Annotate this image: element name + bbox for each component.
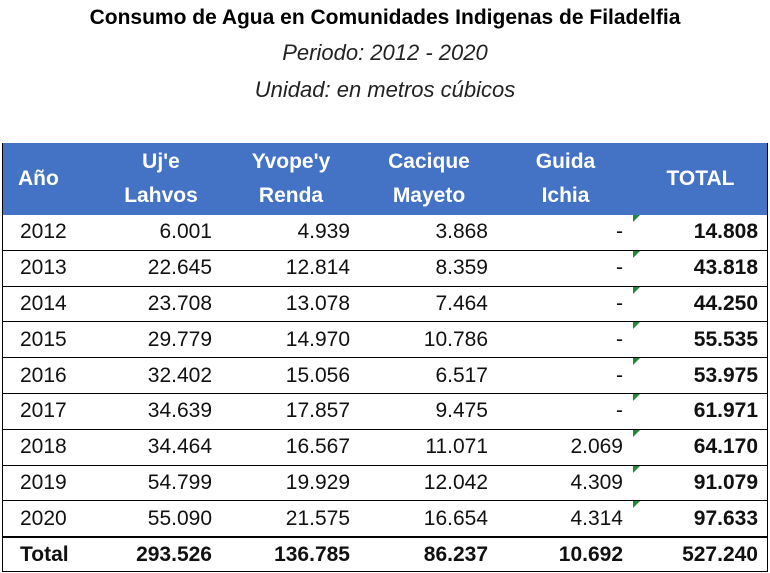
total-cell: 527.240 [633,536,768,573]
header-line: Renda [258,184,324,207]
value-cell: 55.090 [100,500,222,538]
column-header: Yvope'y Renda [222,143,360,215]
value-cell: 64.170 [633,429,768,466]
value-cell: 97.633 [633,500,768,538]
column-header: TOTAL [633,143,768,215]
column-header: Uj'e Lahvos [100,143,222,215]
year-cell: 2019 [2,465,100,502]
value-cell: 15.056 [222,357,360,394]
table-row: 2014 23.708 13.078 7.464-44.250 [2,286,768,323]
year-cell: 2016 [2,357,100,394]
year-cell: 2014 [2,286,100,323]
subtitle: Periodo: 2012 - 2020 [282,40,488,65]
total-cell: 10.692 [498,536,633,573]
table-row: 2018 34.464 16.567 11.071 2.069 64.170 [2,429,768,466]
value-cell: 11.071 [360,429,498,466]
table-row: 2020 55.090 21.575 16.654 4.314 97.633 [2,500,768,538]
title: Consumo de Agua en Comunidades Indigenas… [89,6,681,29]
value-cell: 4.939 [222,215,360,251]
total-cell: 86.237 [360,536,498,573]
header-line: Año [18,167,59,190]
value-cell: 4.314 [498,500,633,538]
value-cell: - [498,250,633,287]
value-cell: 10.786 [360,321,498,359]
value-cell: - [498,357,633,394]
table-row: 2016 32.402 15.056 6.517-53.975 [2,357,768,394]
value-cell: 32.402 [100,357,222,394]
header-line: Ichia [541,184,590,207]
year-cell: 2012 [2,215,100,251]
table-row: 2012 6.001 4.939 3.868-14.808 [2,215,768,251]
value-cell: 6.517 [360,357,498,394]
header-line: Guida [535,150,596,173]
total-cell: 136.785 [222,536,360,573]
value-cell: - [498,215,633,251]
table-body: 2012 6.001 4.939 3.868-14.808 2013 22.645 12.8… [2,215,768,573]
value-cell: 34.464 [100,429,222,466]
header-row: Año Uj'e Lahvos Yvope'y Renda Cacique Mayeto Gu… [2,143,768,215]
value-cell: 2.069 [498,429,633,466]
column-header: Guida Ichia [498,143,633,215]
value-cell: 8.359 [360,250,498,287]
value-cell: 14.808 [633,215,768,251]
table-row: 2013 22.645 12.814 8.359-43.818 [2,250,768,287]
year-cell: 2015 [2,321,100,359]
value-cell: - [498,321,633,359]
data-table: Año Uj'e Lahvos Yvope'y Renda Cacique Mayeto Gu… [2,143,768,573]
value-cell: 34.639 [100,393,222,430]
value-cell: 6.001 [100,215,222,251]
value-cell: 53.975 [633,357,768,394]
total-cell: 293.526 [100,536,222,573]
value-cell: 22.645 [100,250,222,287]
value-cell: 16.654 [360,500,498,538]
value-cell: 12.814 [222,250,360,287]
value-cell: 17.857 [222,393,360,430]
value-cell: 7.464 [360,286,498,323]
value-cell: 23.708 [100,286,222,323]
column-header: Año [2,143,100,215]
value-cell: 12.042 [360,465,498,502]
year-cell: 2017 [2,393,100,430]
value-cell: 55.535 [633,321,768,359]
value-cell: 4.309 [498,465,633,502]
value-cell: 61.971 [633,393,768,430]
value-cell: 9.475 [360,393,498,430]
header-line: Uj'e [142,150,180,173]
header-line: Yvope'y [251,150,331,173]
value-cell: 3.868 [360,215,498,251]
value-cell: 44.250 [633,286,768,323]
table-row: 2019 54.799 19.929 12.042 4.309 91.079 [2,465,768,502]
table-row: 2015 29.779 14.970 10.786-55.535 [2,321,768,359]
value-cell: 16.567 [222,429,360,466]
value-cell: - [498,286,633,323]
value-cell: 13.078 [222,286,360,323]
total-row: Total 293.526 136.785 86.237 10.692 527.240 [2,536,768,573]
table-row: 2017 34.639 17.857 9.475-61.971 [2,393,768,430]
value-cell: 14.970 [222,321,360,359]
year-cell: 2013 [2,250,100,287]
value-cell: 54.799 [100,465,222,502]
column-header: Cacique Mayeto [360,143,498,215]
total-label: Total [2,536,100,573]
header-line: Cacique [388,150,470,173]
value-cell: 43.818 [633,250,768,287]
unit: Unidad: en metros cúbicos [254,77,516,102]
year-cell: 2020 [2,500,100,538]
value-cell: - [498,393,633,430]
value-cell: 29.779 [100,321,222,359]
header-line: TOTAL [666,167,735,190]
value-cell: 21.575 [222,500,360,538]
value-cell: 91.079 [633,465,768,502]
header-line: Lahvos [124,184,198,207]
header-line: Mayeto [392,184,466,207]
year-cell: 2018 [2,429,100,466]
value-cell: 19.929 [222,465,360,502]
